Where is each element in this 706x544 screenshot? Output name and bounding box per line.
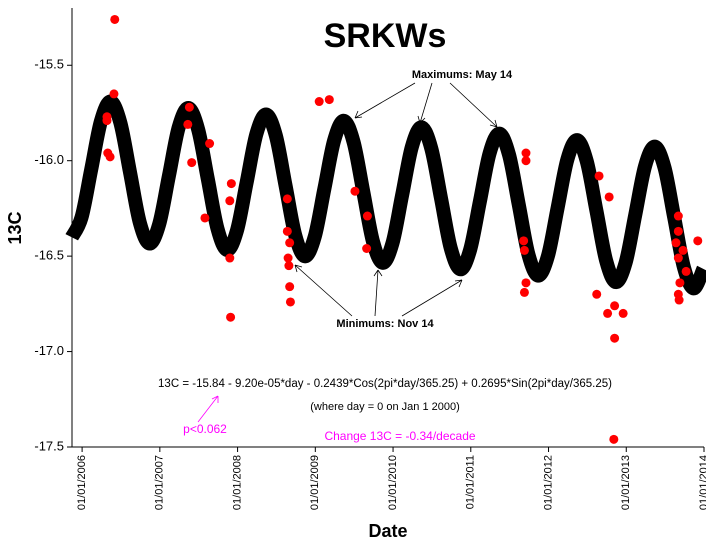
y-tick-label: -16.5 (34, 248, 64, 263)
y-tick-label: -17.5 (34, 438, 64, 453)
data-point (610, 333, 620, 343)
chart-title: SRKWs (324, 17, 447, 55)
x-tick-label: 01/01/2009 (309, 455, 321, 510)
arrow (449, 82, 498, 128)
arrows (294, 82, 498, 317)
data-point (671, 238, 681, 248)
data-point (609, 434, 619, 444)
data-point (324, 95, 334, 105)
x-tick-label: 01/01/2014 (698, 455, 706, 510)
data-point (284, 261, 294, 271)
data-point (604, 192, 614, 202)
arrow (417, 82, 433, 124)
y-tick-label: -15.5 (34, 57, 64, 72)
data-point (205, 139, 215, 149)
data-point (594, 171, 604, 181)
arrow (401, 279, 463, 317)
arrow (354, 82, 416, 119)
data-point (184, 102, 194, 112)
data-point (102, 116, 112, 126)
y-axis-label: 13C (5, 211, 25, 244)
data-point (226, 312, 236, 322)
x-tick-label: 01/01/2011 (465, 455, 477, 509)
data-point (225, 253, 235, 263)
data-point (109, 89, 119, 99)
x-tick-label: 01/01/2012 (542, 455, 554, 510)
data-point (314, 97, 324, 107)
plot-area (65, 14, 706, 444)
data-point (603, 308, 613, 318)
fit-curve (65, 94, 706, 296)
y-tick-label: -16.0 (34, 152, 64, 167)
x-tick-label: 01/01/2006 (76, 455, 88, 510)
annotation: 13C = -15.84 - 9.20e-05*day - 0.2439*Cos… (158, 378, 612, 390)
annotation: p<0.062 (183, 422, 227, 436)
data-point (110, 14, 120, 24)
data-point (592, 289, 602, 299)
data-point (673, 211, 683, 221)
x-axis-label: Date (368, 521, 407, 541)
data-point (187, 158, 197, 168)
data-point (225, 196, 235, 206)
data-point (674, 295, 684, 305)
data-point (183, 119, 193, 129)
data-point (610, 301, 620, 311)
arrow (373, 269, 383, 317)
data-point (200, 213, 210, 223)
data-point (350, 186, 360, 196)
x-tick-label: 01/01/2013 (620, 455, 632, 510)
x-tick-label: 01/01/2007 (154, 455, 166, 510)
data-point (521, 278, 531, 288)
data-point (282, 194, 292, 204)
data-point (519, 245, 529, 255)
data-point (673, 226, 683, 236)
data-point (283, 253, 293, 263)
data-point (285, 282, 295, 292)
annotation: Maximums: May 14 (412, 69, 513, 81)
x-tick-label: 01/01/2008 (231, 455, 243, 510)
annotation: Minimums: Nov 14 (336, 318, 434, 330)
data-point (362, 211, 372, 221)
x-tick-label: 01/01/2010 (387, 455, 399, 510)
data-point (105, 152, 115, 162)
axes: -15.5 -16.0 -16.5 -17.0 -17.5 01/01/2006 01/01… (34, 8, 706, 510)
data-point (618, 308, 628, 318)
arrow (294, 264, 353, 317)
data-point (521, 148, 531, 158)
data-point (362, 243, 372, 253)
data-point (285, 297, 295, 307)
data-point (519, 236, 529, 246)
arrow (197, 395, 219, 423)
y-tick-label: -17.0 (34, 343, 64, 358)
data-point (675, 278, 685, 288)
data-point (226, 179, 236, 189)
data-point (693, 236, 703, 246)
data-point (678, 245, 688, 255)
data-point (282, 226, 292, 236)
data-point (521, 156, 531, 166)
annotations: Maximums: May 14 Minimums: Nov 14 13C = … (158, 69, 612, 443)
annotation: Change 13C = -0.34/decade (324, 429, 475, 443)
data-point (673, 253, 683, 263)
annotation: (where day = 0 on Jan 1 2000) (310, 401, 460, 413)
data-point (681, 266, 691, 276)
data-point (519, 287, 529, 297)
data-point (285, 238, 295, 248)
